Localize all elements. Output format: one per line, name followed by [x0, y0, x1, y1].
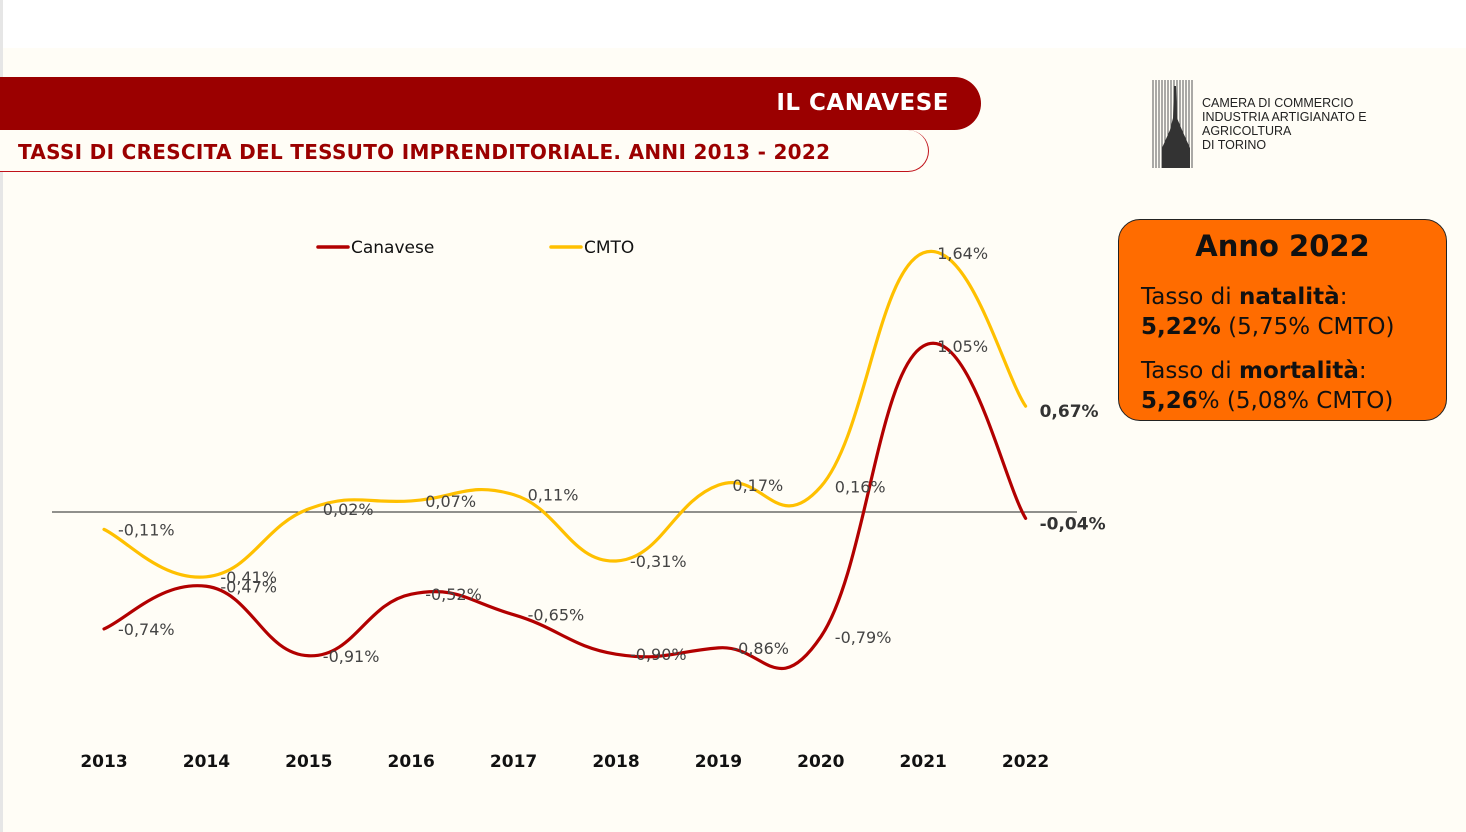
natality-prefix: Tasso di	[1141, 284, 1239, 310]
natality-label: Tasso di natalità:	[1141, 284, 1347, 310]
mortality-word: mortalità	[1239, 358, 1359, 384]
mortality-value-line: 5,26% (5,08% CMTO)	[1141, 388, 1393, 414]
subtitle-bar: TASSI DI CRESCITA DEL TESSUTO IMPRENDITO…	[0, 130, 929, 172]
x-tick-label-2018: 2018	[592, 752, 639, 772]
cmto-legend-label: CMTO	[584, 238, 634, 258]
canavese-data-label-2020: -0,79%	[835, 628, 892, 647]
mortality-prefix: Tasso di	[1141, 358, 1239, 384]
banner-title: IL CANAVESE	[776, 90, 949, 116]
logo-line-1: CAMERA DI COMMERCIO	[1202, 96, 1354, 110]
x-tick-label-2019: 2019	[695, 752, 742, 772]
canavese-series-line	[102, 341, 1028, 671]
canavese-data-label-2019: -0,86%	[732, 639, 789, 658]
left-edge	[0, 0, 3, 832]
cmto-data-label-2018: -0,31%	[630, 552, 687, 571]
natality-value-line: 5,22% (5,75% CMTO)	[1141, 314, 1395, 340]
mortality-cmto: % (5,08% CMTO)	[1197, 388, 1394, 414]
canavese-data-label-2018: -0,90%	[630, 645, 687, 664]
chart-subtitle: TASSI DI CRESCITA DEL TESSUTO IMPRENDITO…	[18, 140, 831, 164]
canavese-data-label-2013: -0,74%	[118, 620, 175, 639]
mortality-label: Tasso di mortalità:	[1141, 358, 1367, 384]
mole-antonelliana-logo-icon	[1152, 80, 1193, 168]
x-tick-label-2020: 2020	[797, 752, 844, 772]
cmto-data-label-2019: 0,17%	[732, 476, 783, 495]
infobox-title: Anno 2022	[1195, 229, 1370, 263]
x-tick-label-2014: 2014	[183, 752, 230, 772]
canavese-data-label-2014: -0,47%	[220, 577, 277, 596]
cmto-data-label-2020: 0,16%	[835, 478, 886, 497]
cmto-data-label-2014: -0,41%	[220, 568, 277, 587]
x-tick-label-2017: 2017	[490, 752, 537, 772]
title-banner: IL CANAVESE	[0, 77, 981, 130]
canavese-data-label-2016: -0,52%	[425, 585, 482, 604]
cmto-data-label-2017: 0,11%	[528, 486, 579, 505]
natality-word: natalità	[1239, 284, 1340, 310]
natality-suffix: :	[1339, 284, 1348, 310]
canavese-data-label-2021: 1,05%	[937, 337, 988, 356]
cmto-data-label-2016: 0,07%	[425, 492, 476, 511]
cmto-series-line	[102, 249, 1028, 579]
x-tick-label-2022: 2022	[1002, 752, 1049, 772]
canavese-data-label-2017: -0,65%	[528, 606, 585, 625]
cmto-data-label-2015: 0,02%	[323, 500, 374, 519]
natality-cmto: (5,75% CMTO)	[1220, 314, 1395, 340]
logo-line-2: INDUSTRIA ARTIGIANATO E AGRICOLTURA	[1202, 110, 1367, 138]
x-tick-label-2021: 2021	[900, 752, 947, 772]
cmto-data-label-2021: 1,64%	[937, 244, 988, 263]
mortality-value: 5,26	[1141, 388, 1198, 414]
canavese-data-label-2022: -0,04%	[1040, 514, 1106, 534]
x-tick-label-2016: 2016	[388, 752, 435, 772]
canavese-data-label-2015: -0,91%	[323, 647, 380, 666]
chamber-of-commerce-logo: CAMERA DI COMMERCIO INDUSTRIA ARTIGIANAT…	[1150, 78, 1450, 170]
mortality-suffix: :	[1358, 358, 1367, 384]
logo-line-3: DI TORINO	[1202, 138, 1267, 152]
x-tick-label-2015: 2015	[285, 752, 332, 772]
canavese-legend-label: Canavese	[351, 238, 434, 258]
cmto-data-label-2022: 0,67%	[1040, 402, 1099, 422]
x-tick-label-2013: 2013	[80, 752, 127, 772]
anno-2022-infobox: Anno 2022 Tasso di natalità: 5,22% (5,75…	[1118, 219, 1447, 421]
natality-value: 5,22%	[1141, 314, 1221, 340]
cmto-data-label-2013: -0,11%	[118, 520, 175, 539]
top-strip	[0, 0, 1466, 48]
logo-text: CAMERA DI COMMERCIO INDUSTRIA ARTIGIANAT…	[1202, 96, 1450, 152]
